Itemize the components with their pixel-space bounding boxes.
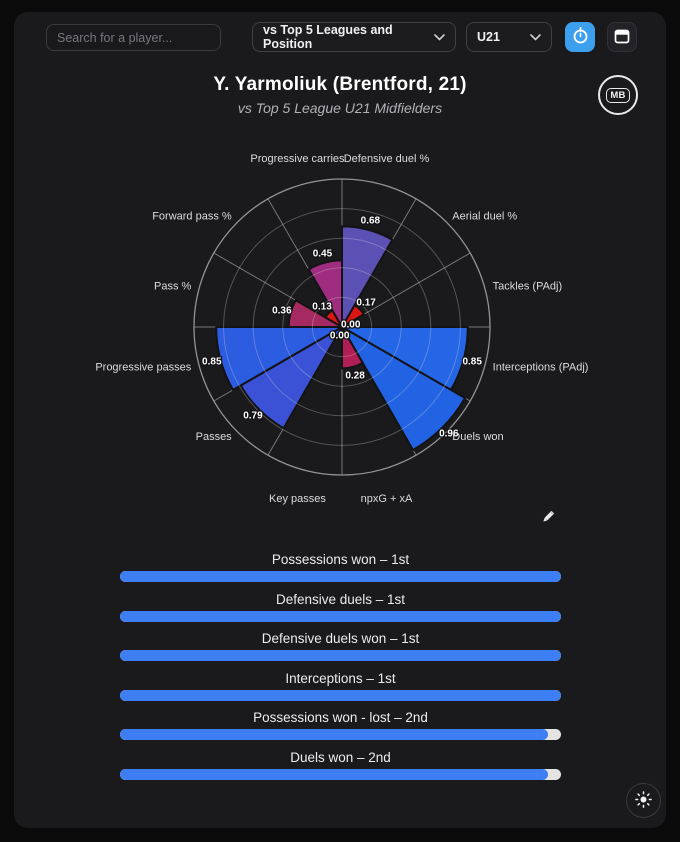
chart-axis-label: Tackles (PAdj) (493, 281, 562, 293)
ranking-progress-track (120, 768, 561, 780)
ranking-progress-track (120, 571, 561, 582)
ranking-progress-track (120, 729, 561, 740)
chart-axis-label: Defensive duel % (344, 153, 430, 165)
chart-value-label: 0.45 (313, 249, 333, 260)
chart-grid-ring (282, 267, 402, 387)
chart-value-label: 0.28 (345, 370, 365, 381)
ranking-progress-fill (120, 729, 548, 740)
age-group-select-value: U21 (477, 30, 500, 44)
ranking-progress-fill (120, 689, 561, 701)
chart-value-label: 0.85 (202, 357, 222, 368)
page-subtitle: vs Top 5 League U21 Midfielders (237, 100, 443, 116)
rankings-list: Possessions won – 1st Defensive duels – 1… (120, 551, 561, 788)
chart-axis-label: Progressive carries (250, 153, 345, 165)
ranking-progress-track (120, 689, 561, 701)
ranking-item: Possessions won - lost – 2nd (120, 709, 561, 740)
chart-axis-label: Aerial duel % (452, 211, 517, 223)
main-card: vs Top 5 Leagues and Position U21 (14, 12, 666, 828)
chart-value-label: 0.36 (272, 306, 292, 317)
chart-value-label: 0.00 (330, 330, 350, 341)
chart-axis-label: Passes (196, 431, 233, 443)
edit-button[interactable] (535, 505, 561, 531)
ranking-item: Defensive duels won – 1st (120, 630, 561, 661)
ranking-item: Interceptions – 1st (120, 670, 561, 701)
chart-slice (215, 326, 343, 391)
chart-value-label: 0.13 (312, 302, 332, 313)
league-position-select-value: vs Top 5 Leagues and Position (263, 23, 393, 51)
chart-value-label: 0.79 (243, 411, 263, 422)
chart-slice (307, 259, 343, 328)
chart-value-label: 0.00 (341, 319, 361, 330)
chart-value-label: 0.96 (439, 428, 459, 439)
ranking-progress-fill (120, 650, 561, 661)
ranking-progress-track (120, 650, 561, 661)
ranking-item: Possessions won – 1st (120, 551, 561, 582)
toolbar: vs Top 5 Leagues and Position U21 (14, 12, 666, 66)
ranking-label: Interceptions – 1st (285, 670, 396, 686)
chart-axis-label: Interceptions (PAdj) (493, 361, 589, 373)
chart-axis-label: Key passes (269, 493, 326, 505)
mb-logo: MB (598, 75, 638, 115)
sun-icon (635, 790, 652, 811)
ranking-progress-fill (120, 571, 561, 582)
chart-value-label: 0.17 (356, 297, 376, 308)
search-input[interactable] (46, 24, 221, 51)
ranking-label: Defensive duels – 1st (275, 591, 406, 607)
timer-button[interactable] (565, 22, 595, 52)
chart-grid-ring (311, 296, 373, 358)
league-position-select[interactable]: vs Top 5 Leagues and Position (252, 22, 456, 52)
chart-grid-ring (223, 208, 461, 446)
chart-slice (341, 304, 365, 328)
ranking-item: Defensive duels – 1st (120, 591, 561, 622)
chart-grid-ring (252, 237, 432, 417)
ranking-progress-fill (120, 610, 561, 622)
ranking-label: Duels won – 2nd (290, 749, 391, 765)
chart-axis-label: Pass % (154, 281, 192, 293)
chart-slice (341, 225, 394, 328)
ranking-item: Duels won – 2nd (120, 749, 561, 780)
pencil-icon (539, 508, 557, 529)
calendar-icon (614, 28, 630, 47)
ranking-label: Possessions won - lost – 2nd (253, 710, 428, 725)
age-group-select[interactable]: U21 (466, 22, 552, 52)
chevron-down-icon (434, 30, 445, 44)
calendar-button[interactable] (607, 22, 637, 52)
mb-logo-text: MB (606, 87, 630, 103)
chart-axis-label: Forward pass % (152, 211, 232, 223)
ranking-label: Defensive duels won – 1st (261, 631, 420, 646)
chart-axis-label: Duels won (452, 431, 503, 443)
chart-axis-label: npxG + xA (361, 493, 413, 505)
chevron-down-icon (530, 30, 541, 44)
theme-toggle-button[interactable] (626, 783, 661, 818)
chart-value-label: 0.68 (361, 216, 381, 227)
chart-axis-label: Progressive passes (95, 361, 191, 373)
chart-grid-ring (193, 178, 491, 476)
chart-slice (341, 326, 364, 370)
stopwatch-icon (572, 26, 589, 47)
pizza-chart: 0.68 0.17 0.00 0.85 0.96 0.28 0.00 0.79 0.85 0.36… (95, 153, 589, 505)
ranking-progress-track (120, 610, 561, 622)
ranking-progress-fill (120, 768, 548, 780)
chart-value-label: 0.85 (462, 357, 482, 368)
chart-area: 0.68 0.17 0.00 0.85 0.96 0.28 0.00 0.79 0.85 0.36… (14, 152, 666, 512)
ranking-label: Possessions won – 1st (271, 552, 410, 567)
page-title: Y. Yarmoliuk (Brentford, 21) (213, 74, 467, 95)
chart-slice (341, 326, 467, 452)
